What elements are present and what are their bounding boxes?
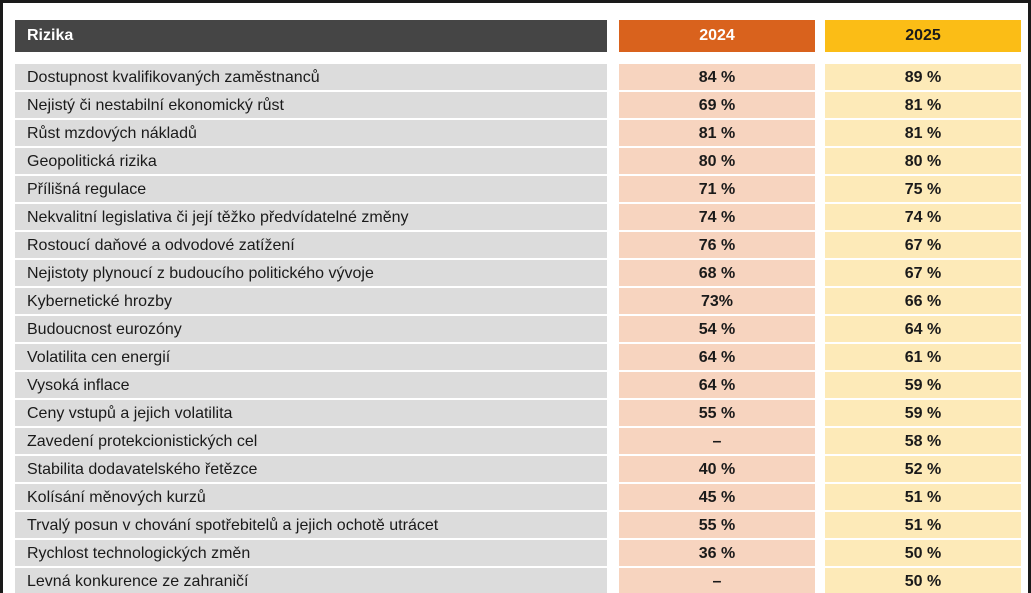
column-2025-background bbox=[825, 64, 1021, 593]
risk-label: Rostoucí daňové a odvodové zatížení bbox=[27, 237, 295, 254]
column-header-rizika: Rizika bbox=[15, 20, 607, 52]
value-2025: 74 % bbox=[904, 209, 942, 226]
label-column-background bbox=[15, 64, 607, 593]
table-row: Přílišná regulace 71 % 75 % bbox=[15, 176, 1021, 204]
risk-label: Růst mzdových nákladů bbox=[27, 125, 197, 142]
value-2025: 59 % bbox=[904, 377, 942, 394]
value-2024: 55 % bbox=[698, 517, 736, 534]
risk-label: Volatilita cen energií bbox=[27, 349, 171, 366]
column-header-2025: 2025 bbox=[825, 20, 1021, 52]
table-row: Ceny vstupů a jejich volatilita 55 % 59 % bbox=[15, 400, 1021, 428]
table-row: Nejistoty plynoucí z budoucího politické… bbox=[15, 260, 1021, 288]
value-2024: 40 % bbox=[698, 461, 736, 478]
table-row: Růst mzdových nákladů 81 % 81 % bbox=[15, 120, 1021, 148]
value-2025: 61 % bbox=[904, 349, 942, 366]
value-2024: 81 % bbox=[698, 125, 736, 142]
risk-label: Ceny vstupů a jejich volatilita bbox=[27, 405, 233, 422]
value-2024: 64 % bbox=[698, 377, 736, 394]
column-2024-background bbox=[619, 64, 815, 593]
value-2024: 45 % bbox=[698, 489, 736, 506]
risk-label: Geopolitická rizika bbox=[27, 153, 157, 170]
value-2024: 36 % bbox=[698, 545, 736, 562]
risk-label: Přílišná regulace bbox=[27, 181, 147, 198]
table-row: Nekvalitní legislativa či její těžko pře… bbox=[15, 204, 1021, 232]
table-row: Zavedení protekcionistických cel – 58 % bbox=[15, 428, 1021, 456]
table-row: Kybernetické hrozby 73% 66 % bbox=[15, 288, 1021, 316]
value-2024: 54 % bbox=[698, 321, 736, 338]
column-header-2024: 2024 bbox=[619, 20, 815, 52]
value-2025: 59 % bbox=[904, 405, 942, 422]
risk-label: Dostupnost kvalifikovaných zaměstnanců bbox=[27, 69, 320, 86]
value-2025: 66 % bbox=[904, 293, 942, 310]
risk-label: Nejistý či nestabilní ekonomický růst bbox=[27, 97, 284, 114]
value-2025: 50 % bbox=[904, 573, 942, 590]
value-2025: 50 % bbox=[904, 545, 942, 562]
value-2025: 75 % bbox=[904, 181, 942, 198]
risk-label: Nejistoty plynoucí z budoucího politické… bbox=[27, 265, 374, 282]
risk-label: Nekvalitní legislativa či její těžko pře… bbox=[27, 209, 409, 226]
risk-label: Zavedení protekcionistických cel bbox=[27, 433, 258, 450]
table-row: Dostupnost kvalifikovaných zaměstnanců 84… bbox=[15, 64, 1021, 92]
value-2024: 76 % bbox=[698, 237, 736, 254]
value-2024: 71 % bbox=[698, 181, 736, 198]
table-row: Rychlost technologických změn 36 % 50 % bbox=[15, 540, 1021, 568]
value-2025: 52 % bbox=[904, 461, 942, 478]
risk-label: Stabilita dodavatelského řetězce bbox=[27, 461, 258, 478]
table-row: Vysoká inflace 64 % 59 % bbox=[15, 372, 1021, 400]
value-2024: 84 % bbox=[698, 69, 736, 86]
risk-label: Levná konkurence ze zahraničí bbox=[27, 573, 249, 590]
risk-label: Rychlost technologických změn bbox=[27, 545, 251, 562]
table-row: Volatilita cen energií 64 % 61 % bbox=[15, 344, 1021, 372]
value-2024: 74 % bbox=[698, 209, 736, 226]
value-2024: 80 % bbox=[698, 153, 736, 170]
table-row: Stabilita dodavatelského řetězce 40 % 52 % bbox=[15, 456, 1021, 484]
value-2025: 67 % bbox=[904, 265, 942, 282]
table-row: Trvalý posun v chování spotřebitelů a je… bbox=[15, 512, 1021, 540]
table-row: Rostoucí daňové a odvodové zatížení 76 % 6… bbox=[15, 232, 1021, 260]
value-2025: 89 % bbox=[904, 69, 942, 86]
value-2025: 81 % bbox=[904, 97, 942, 114]
value-2025: 51 % bbox=[904, 489, 942, 506]
value-2024: 73% bbox=[700, 293, 734, 310]
value-2025: 81 % bbox=[904, 125, 942, 142]
risk-label: Trvalý posun v chování spotřebitelů a je… bbox=[27, 517, 439, 534]
value-2024: 69 % bbox=[698, 97, 736, 114]
value-2025: 58 % bbox=[904, 433, 942, 450]
value-2025: 67 % bbox=[904, 237, 942, 254]
risk-label: Kolísání měnových kurzů bbox=[27, 489, 206, 506]
table-row: Budoucnost eurozóny 54 % 64 % bbox=[15, 316, 1021, 344]
table-row: Nejistý či nestabilní ekonomický růst 69 … bbox=[15, 92, 1021, 120]
risk-label: Kybernetické hrozby bbox=[27, 293, 172, 310]
value-2025: 64 % bbox=[904, 321, 942, 338]
value-2024: 64 % bbox=[698, 349, 736, 366]
table-row: Geopolitická rizika 80 % 80 % bbox=[15, 148, 1021, 176]
table-row: Levná konkurence ze zahraničí – 50 % bbox=[15, 568, 1021, 593]
risk-label: Budoucnost eurozóny bbox=[27, 321, 182, 338]
value-2025: 51 % bbox=[904, 517, 942, 534]
table-row: Kolísání měnových kurzů 45 % 51 % bbox=[15, 484, 1021, 512]
value-2024: 55 % bbox=[698, 405, 736, 422]
value-2024: – bbox=[712, 433, 722, 450]
risk-label: Vysoká inflace bbox=[27, 377, 130, 394]
value-2024: – bbox=[712, 573, 722, 590]
value-2024: 68 % bbox=[698, 265, 736, 282]
table-body: Dostupnost kvalifikovaných zaměstnanců 84… bbox=[15, 64, 1021, 593]
value-2025: 80 % bbox=[904, 153, 942, 170]
